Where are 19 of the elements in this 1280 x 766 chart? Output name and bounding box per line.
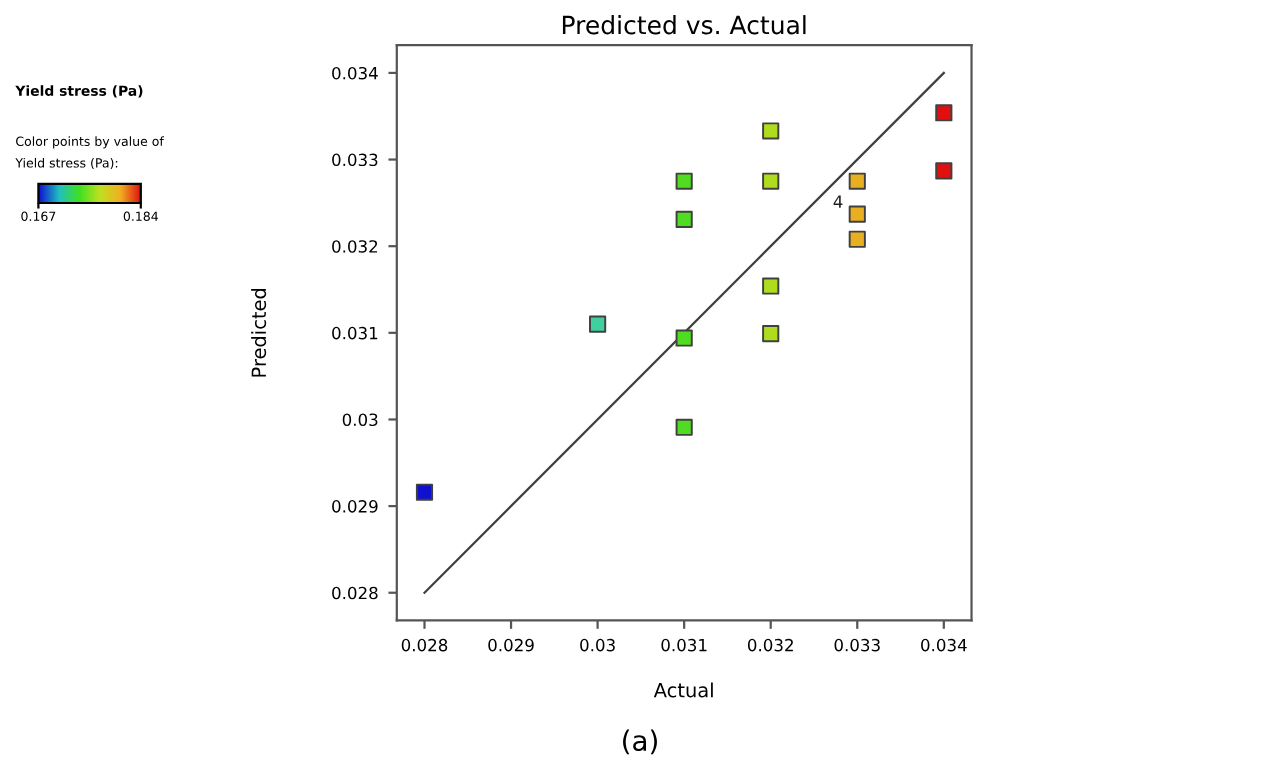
- y-tick-label: 0.034: [332, 66, 378, 80]
- x-tick-label: 0.031: [661, 638, 707, 652]
- y-tick-label: 0.031: [332, 326, 378, 340]
- text: (a): [623, 729, 657, 755]
- y-tick-label: 0.032: [332, 240, 378, 253]
- y-tick-label: 0.033: [332, 153, 378, 167]
- y-tick-label: 0.028: [332, 586, 378, 600]
- x-tick-label: 0.034: [921, 638, 967, 652]
- y-tick-label: 0.029: [332, 500, 378, 513]
- chart-title: Predicted vs. Actual: [562, 15, 806, 35]
- x-tick-label: 0.028: [401, 638, 448, 652]
- x-tick-label: 0.03: [580, 638, 615, 652]
- annotation: 4: [833, 195, 843, 208]
- y-tick-label: 0.03: [342, 413, 378, 427]
- x-tick-label: 0.033: [834, 638, 880, 652]
- y-axis-title: Predicted: [251, 288, 267, 377]
- x-tick-label: 0.029: [488, 638, 534, 652]
- x-tick-label: 0.032: [747, 638, 793, 652]
- x-axis-title: Actual: [653, 682, 713, 698]
